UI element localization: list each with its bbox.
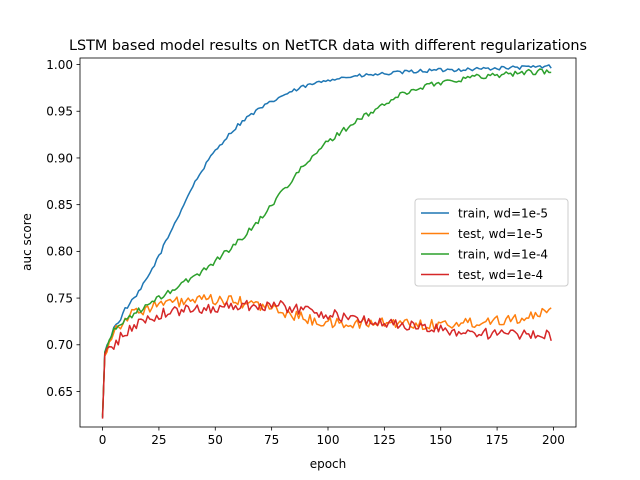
y-tick-label: 0.75 bbox=[46, 291, 73, 305]
legend-label: train, wd=1e-5 bbox=[458, 206, 548, 220]
legend-label: train, wd=1e-4 bbox=[458, 247, 548, 261]
y-tick-label: 0.65 bbox=[46, 385, 73, 399]
y-tick-label: 0.95 bbox=[46, 105, 73, 119]
x-axis-label: epoch bbox=[310, 457, 347, 471]
series-layer bbox=[101, 64, 552, 419]
legend: train, wd=1e-5 test, wd=1e-5 train, wd=1e-… bbox=[414, 198, 569, 287]
x-tick-label: 100 bbox=[317, 433, 340, 447]
legend-label: test, wd=1e-4 bbox=[458, 268, 543, 282]
x-tick-label: 125 bbox=[373, 433, 396, 447]
series-line bbox=[101, 64, 552, 418]
legend-label: test, wd=1e-5 bbox=[458, 227, 543, 241]
series-line bbox=[101, 293, 552, 415]
y-tick-label: 0.90 bbox=[46, 151, 73, 165]
y-tick-label: 0.80 bbox=[46, 245, 73, 259]
x-tick-label: 25 bbox=[151, 433, 166, 447]
y-axis-label: auc score bbox=[20, 213, 34, 271]
x-tick-label: 0 bbox=[99, 433, 107, 447]
y-axis: 0.65 0.70 0.75 0.80 0.85 0.90 0.95 1.00 bbox=[46, 58, 80, 399]
y-tick-label: 0.70 bbox=[46, 338, 73, 352]
x-axis: 0 25 50 75 100 125 150 175 200 bbox=[99, 427, 565, 447]
x-tick-label: 50 bbox=[208, 433, 223, 447]
y-tick-label: 1.00 bbox=[46, 58, 73, 72]
x-tick-label: 200 bbox=[542, 433, 565, 447]
series-line bbox=[101, 299, 552, 419]
y-tick-label: 0.85 bbox=[46, 198, 73, 212]
legend-box bbox=[414, 198, 569, 287]
x-tick-label: 175 bbox=[486, 433, 509, 447]
x-tick-label: 150 bbox=[429, 433, 452, 447]
series-line bbox=[101, 68, 552, 417]
x-tick-label: 75 bbox=[264, 433, 279, 447]
chart-title: LSTM based model results on NetTCR data … bbox=[69, 38, 587, 54]
